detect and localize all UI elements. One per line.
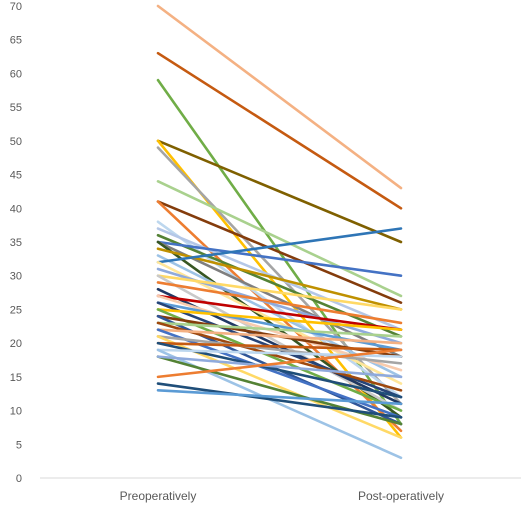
series-line-12 — [156, 233, 403, 338]
series-line-45 — [156, 348, 403, 379]
y-tick-label: 40 — [10, 203, 22, 215]
y-tick-label: 5 — [16, 439, 22, 451]
series-line-37 — [156, 335, 403, 365]
x-axis: Preoperatively Post-operatively — [120, 489, 444, 503]
y-tick-label: 30 — [10, 271, 22, 283]
series-line-1 — [156, 4, 403, 190]
series-line-18 — [156, 227, 403, 264]
series-line-33 — [156, 321, 403, 338]
series-line-7 — [156, 180, 403, 298]
series-line-14 — [156, 240, 403, 358]
x-category-label: Post-operatively — [358, 489, 444, 503]
y-tick-label: 65 — [10, 35, 22, 47]
series-line-47 — [156, 389, 403, 406]
y-tick-label: 10 — [10, 406, 22, 418]
series-line-34 — [156, 321, 403, 392]
y-tick-label: 25 — [10, 304, 22, 316]
series-line-23 — [156, 281, 403, 325]
series-lines — [156, 4, 403, 460]
series-line-46 — [156, 382, 403, 419]
series-line-35 — [156, 328, 403, 345]
series-line-21 — [156, 274, 403, 311]
series-line-2 — [156, 51, 403, 210]
x-category-label: Preoperatively — [120, 489, 197, 503]
y-tick-label: 70 — [10, 1, 22, 13]
y-tick-label: 60 — [10, 68, 22, 80]
y-axis: 0 5 10 15 20 25 30 35 40 45 50 55 60 65 70 — [10, 1, 22, 485]
series-line-39 — [156, 341, 403, 352]
y-tick-label: 15 — [10, 372, 22, 384]
y-tick-label: 0 — [16, 473, 22, 485]
y-tick-label: 55 — [10, 102, 22, 114]
series-line-29 — [156, 308, 403, 331]
y-tick-label: 20 — [10, 338, 22, 350]
series-line-6 — [156, 146, 403, 406]
series-line-4 — [156, 139, 403, 244]
series-line-16 — [156, 247, 403, 311]
y-tick-label: 45 — [10, 170, 22, 182]
y-tick-label: 50 — [10, 136, 22, 148]
series-line-13 — [156, 240, 403, 278]
series-line-25 — [156, 294, 403, 331]
y-tick-label: 35 — [10, 237, 22, 249]
series-line-8 — [156, 200, 403, 304]
series-line-44 — [156, 355, 403, 379]
